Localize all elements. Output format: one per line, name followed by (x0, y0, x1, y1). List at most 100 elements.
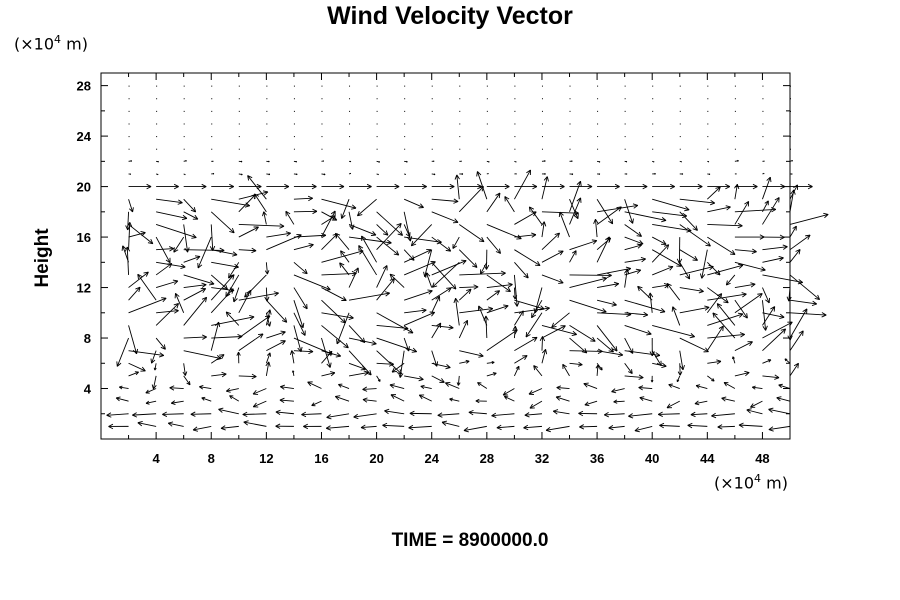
wind-vector (569, 110, 571, 112)
wind-vector (596, 325, 618, 352)
wind-vector (431, 262, 457, 290)
wind-vector (183, 282, 207, 288)
wind-vector (638, 385, 653, 391)
wind-vector (321, 85, 323, 87)
wind-vector (679, 249, 698, 261)
wind-vector (459, 85, 461, 87)
wind-vector (423, 249, 433, 278)
wind-vector (707, 292, 747, 301)
wind-vector (790, 98, 791, 100)
wind-vector (156, 85, 158, 87)
wind-vector (238, 148, 240, 150)
wind-vector (116, 337, 129, 367)
wind-vector (790, 183, 813, 190)
wind-vector (128, 98, 130, 100)
wind-vector (293, 136, 295, 138)
wind-vector (137, 273, 157, 301)
wind-vector (746, 408, 763, 415)
wind-vector (613, 399, 625, 404)
wind-vector (569, 136, 571, 138)
wind-vector (624, 183, 648, 190)
wind-vector (153, 363, 157, 371)
wind-vector (569, 160, 573, 163)
wind-vector (238, 123, 240, 125)
wind-vector (789, 189, 796, 212)
wind-vector (458, 186, 484, 213)
wind-vector (156, 148, 158, 150)
wind-vector (624, 173, 628, 175)
wind-vector (679, 305, 710, 314)
wind-vector (453, 297, 460, 326)
wind-vector (624, 136, 626, 138)
wind-vector (734, 206, 777, 213)
wind-vector (266, 340, 286, 352)
wind-vector (340, 250, 350, 263)
wind-vector (376, 278, 395, 301)
wind-vector (706, 325, 724, 351)
y-tick-label: 28 (77, 79, 91, 94)
wind-vector (209, 224, 216, 251)
wind-vector (225, 311, 240, 326)
wind-vector (128, 371, 139, 377)
wind-vector (293, 274, 331, 291)
wind-vector (514, 183, 538, 190)
wind-vector (750, 400, 763, 408)
wind-vector (555, 395, 570, 402)
axis-ticks (101, 73, 790, 439)
wind-vector (458, 288, 472, 301)
wind-vector (128, 199, 134, 213)
wind-vector (183, 136, 185, 138)
wind-vector (266, 299, 288, 323)
wind-vector (604, 411, 625, 418)
wind-vector (106, 412, 129, 418)
wind-vector (266, 330, 286, 339)
wind-vector (659, 422, 680, 429)
wind-vector (486, 236, 501, 254)
wind-vector (431, 287, 452, 301)
wind-vector (624, 256, 646, 263)
wind-vector (789, 274, 821, 300)
wind-vector (597, 350, 624, 357)
wind-vector (431, 295, 441, 313)
wind-vector (238, 247, 257, 254)
wind-vector (541, 160, 546, 162)
wind-vector (611, 388, 625, 394)
wind-vector (707, 332, 745, 339)
wind-vector (778, 383, 791, 389)
wind-vector (486, 282, 513, 288)
wind-vector (128, 183, 152, 190)
wind-vector (128, 123, 130, 125)
wind-vector (707, 261, 721, 276)
wind-vector (265, 352, 272, 364)
wind-vector (596, 198, 614, 225)
wind-vector (652, 110, 654, 112)
wind-vector (624, 374, 644, 380)
wind-vector (513, 365, 520, 377)
wind-vector (382, 422, 405, 429)
wind-vector (707, 148, 709, 150)
wind-vector (734, 148, 736, 150)
wind-vector (707, 236, 736, 255)
wind-vector (459, 350, 484, 358)
wind-vector (199, 384, 212, 390)
wind-vector (541, 250, 564, 263)
x-tick-label: 8 (208, 451, 215, 466)
wind-vector (156, 308, 179, 314)
wind-vector (789, 312, 827, 318)
wind-vector (128, 110, 130, 112)
wind-vector (762, 328, 787, 351)
wind-vector (376, 160, 380, 163)
wind-vector (128, 325, 139, 355)
wind-vector (360, 424, 377, 430)
wind-vector (334, 395, 350, 402)
wind-vector (514, 169, 531, 200)
wind-vector (569, 183, 593, 190)
wind-vector (491, 412, 515, 419)
wind-vector (679, 224, 711, 247)
wind-vector (679, 136, 681, 138)
wind-vector (651, 244, 670, 263)
wind-vector (155, 262, 173, 276)
wind-vector (679, 198, 716, 206)
wind-vector (376, 85, 378, 87)
x-tick-label: 24 (424, 451, 439, 466)
